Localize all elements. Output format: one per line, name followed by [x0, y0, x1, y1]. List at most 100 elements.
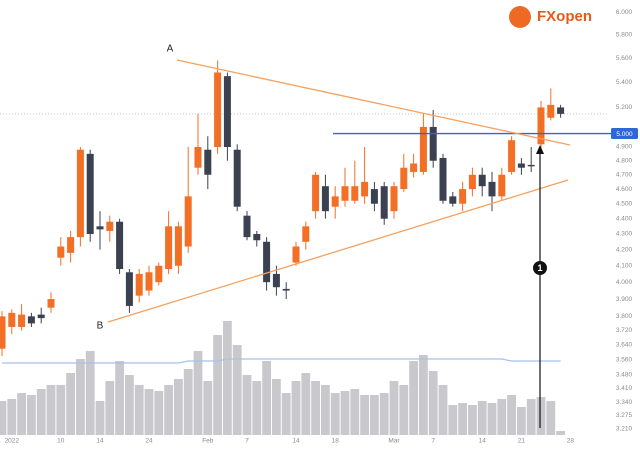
candle-body: [214, 72, 222, 148]
volume-bar: [477, 401, 487, 435]
trendline-a: [176, 59, 571, 146]
candle-body: [341, 186, 349, 201]
annotation-label: A: [167, 44, 174, 55]
x-tick-label: 14: [479, 438, 487, 445]
candle-body: [194, 147, 202, 168]
candle-body: [27, 316, 35, 324]
price-pane: [0, 60, 611, 357]
y-tick-label: 4.400: [616, 215, 633, 222]
y-tick-label: 3.410: [616, 385, 633, 392]
y-tick-label: 3.340: [616, 399, 633, 406]
candle-body: [468, 174, 476, 190]
candle-body: [116, 221, 124, 269]
candle-body: [302, 226, 310, 242]
volume-bar: [330, 393, 340, 435]
candle-body: [439, 157, 447, 201]
candle-body: [174, 226, 182, 266]
candle-body: [557, 107, 565, 114]
candle-body: [106, 221, 114, 231]
volume-bar: [115, 361, 124, 435]
volume-bar: [507, 395, 516, 435]
candle-body: [155, 265, 163, 283]
volume-bar: [36, 389, 46, 435]
logo-icon: [509, 6, 531, 28]
y-tick-label: 4.700: [616, 171, 633, 178]
candle-body: [145, 272, 153, 291]
candle-body: [537, 107, 545, 145]
volume-bar: [125, 375, 134, 435]
volume-bar: [419, 355, 428, 435]
x-tick-label: 14: [292, 438, 300, 445]
volume-bar: [134, 385, 144, 435]
volume-bar: [321, 385, 330, 435]
volume-bar: [17, 393, 26, 435]
candle-body: [67, 237, 75, 253]
y-tick-label: 4.100: [616, 262, 633, 269]
volume-ma-line: [2, 358, 561, 364]
volume-bar: [379, 393, 389, 435]
volume-bar: [252, 381, 262, 435]
candle-body: [86, 153, 94, 235]
candle-body: [498, 174, 506, 197]
volume-bar: [76, 359, 85, 435]
volume-bar: [448, 405, 458, 435]
y-tick-label: 3.210: [616, 425, 633, 432]
candle-body: [351, 186, 359, 201]
volume-bar: [154, 391, 164, 435]
candle-body: [282, 288, 290, 291]
volume-bar: [223, 321, 232, 435]
volume-bar: [458, 403, 467, 435]
volume-bar: [389, 381, 399, 435]
y-tick-label: 3.900: [616, 296, 633, 303]
candle-body: [272, 273, 280, 288]
volume-bar: [85, 351, 95, 435]
candle-body: [125, 272, 133, 306]
volume-bar: [95, 401, 105, 435]
volume-bar: [350, 389, 360, 435]
volume-bar: [556, 431, 565, 435]
volume-pane: [0, 321, 565, 435]
x-tick-label: 21: [518, 438, 526, 445]
volume-bar: [497, 399, 507, 435]
marker-circle: [533, 261, 547, 275]
y-tick-label: 6.000: [616, 9, 633, 16]
candle-body: [263, 241, 271, 283]
volume-bar: [164, 385, 173, 435]
y-tick-label: 5.400: [616, 79, 633, 86]
volume-bar: [311, 381, 320, 435]
candle-body: [410, 163, 418, 172]
candle-body: [76, 149, 84, 238]
volume-bar: [281, 393, 291, 435]
candle-body: [380, 186, 388, 219]
x-tick-label: 7: [245, 438, 249, 445]
y-tick-label: 5.800: [616, 31, 633, 38]
x-tick-label: 14: [96, 438, 104, 445]
y-tick-label: 3.800: [616, 313, 633, 320]
x-tick-label: Feb: [202, 438, 214, 445]
volume-bar: [526, 399, 536, 435]
x-tick-label: 2022: [5, 438, 20, 445]
volume-bar: [262, 361, 271, 435]
candle-body: [47, 299, 55, 308]
candle-body: [517, 163, 525, 168]
volume-bar: [438, 385, 448, 435]
candle-body: [37, 314, 45, 319]
y-tick-label: 4.500: [616, 200, 633, 207]
trendline-b: [107, 179, 569, 323]
x-tick-label: 28: [567, 438, 575, 445]
candle-body: [488, 181, 496, 197]
candle-body: [478, 174, 486, 187]
candle-body: [400, 167, 408, 190]
volume-bar: [203, 381, 213, 435]
volume-bar: [174, 379, 183, 435]
volume-bar: [487, 403, 497, 435]
candle-body: [331, 196, 339, 207]
candle-body: [135, 273, 143, 296]
volume-bar: [409, 361, 418, 435]
volume-bar: [56, 385, 66, 435]
candle-body: [0, 316, 6, 349]
candle-body: [292, 246, 300, 263]
y-tick-label: 4.300: [616, 231, 633, 238]
price-label: 5.000: [616, 131, 633, 138]
